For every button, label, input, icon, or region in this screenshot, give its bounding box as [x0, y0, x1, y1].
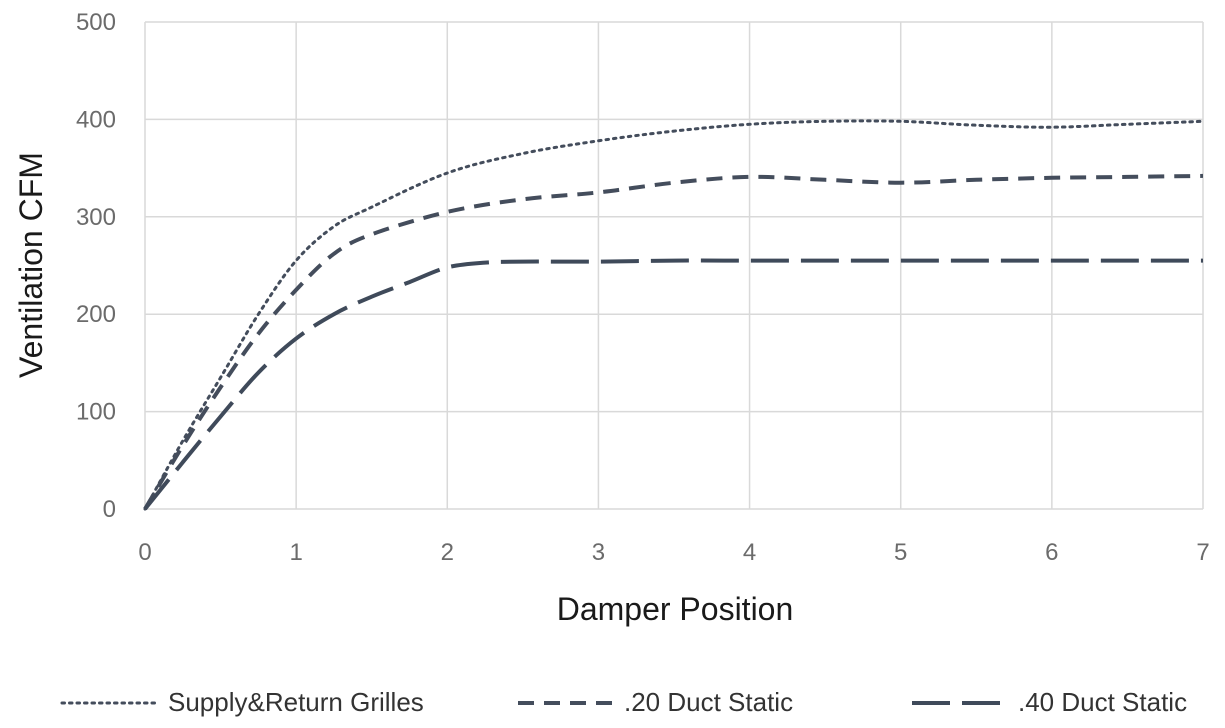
series-lines: [145, 121, 1203, 509]
x-tick-label: 0: [138, 539, 151, 566]
series-line-3: [145, 261, 1203, 509]
series-line-2: [145, 176, 1203, 509]
tick-labels: 0 1 2 3 4 5 6 7 0 100 200 300 400 500: [76, 9, 1210, 566]
y-tick-label: 300: [76, 204, 116, 231]
grid: [145, 22, 1203, 509]
x-tick-label: 1: [289, 539, 302, 566]
legend-label-3: .40 Duct Static: [1018, 687, 1187, 717]
y-tick-label: 200: [76, 301, 116, 328]
x-axis-title: Damper Position: [557, 591, 794, 627]
legend-label-1: Supply&Return Grilles: [168, 687, 424, 717]
legend-label-2: .20 Duct Static: [624, 687, 793, 717]
x-tick-label: 4: [743, 539, 756, 566]
x-tick-label: 2: [441, 539, 454, 566]
x-tick-label: 5: [894, 539, 907, 566]
y-axis-title: Ventilation CFM: [13, 152, 49, 378]
x-tick-label: 6: [1045, 539, 1058, 566]
legend: Supply&Return Grilles .20 Duct Static .40 …: [62, 687, 1187, 717]
y-tick-label: 500: [76, 9, 116, 36]
y-tick-label: 400: [76, 106, 116, 133]
x-tick-label: 3: [592, 539, 605, 566]
x-tick-label: 7: [1196, 539, 1209, 566]
y-tick-label: 100: [76, 399, 116, 426]
y-tick-label: 0: [103, 496, 116, 523]
